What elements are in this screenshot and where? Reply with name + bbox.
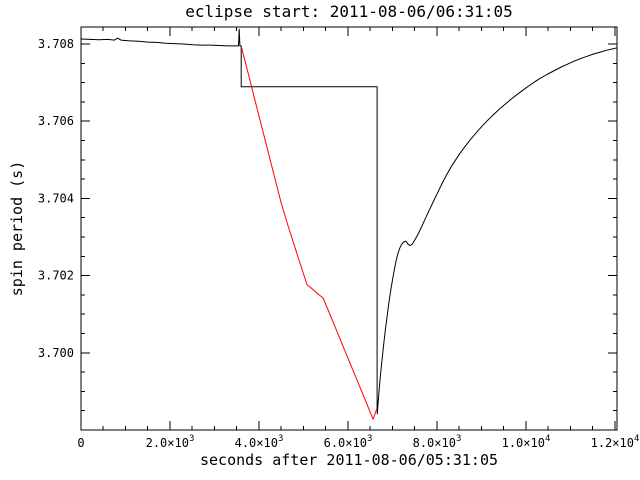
x-tick-label: 2.0×103	[146, 434, 195, 450]
x-tick-label: 1.0×104	[502, 434, 551, 450]
y-tick-label: 3.706	[38, 114, 74, 128]
y-axis-label: spin period (s)	[8, 161, 26, 296]
x-tick-label: 6.0×103	[324, 434, 373, 450]
x-tick-label: 8.0×103	[413, 434, 462, 450]
plot-title: eclipse start: 2011-08-06/06:31:05	[185, 2, 513, 21]
y-tick-label: 3.700	[38, 346, 74, 360]
y-tick-label: 3.708	[38, 37, 74, 51]
series-line-eclipse-interval	[241, 47, 378, 420]
y-tick-label: 3.702	[38, 269, 74, 283]
x-tick-label: 1.2×104	[591, 434, 640, 450]
x-axis-label: seconds after 2011-08-06/05:31:05	[200, 451, 498, 469]
y-tick-label: 3.704	[38, 191, 74, 205]
plot-border	[80, 26, 618, 431]
series-line-measured-spin-period	[80, 28, 618, 415]
x-tick-label: 0	[77, 436, 84, 450]
x-tick-label: 4.0×103	[235, 434, 284, 450]
